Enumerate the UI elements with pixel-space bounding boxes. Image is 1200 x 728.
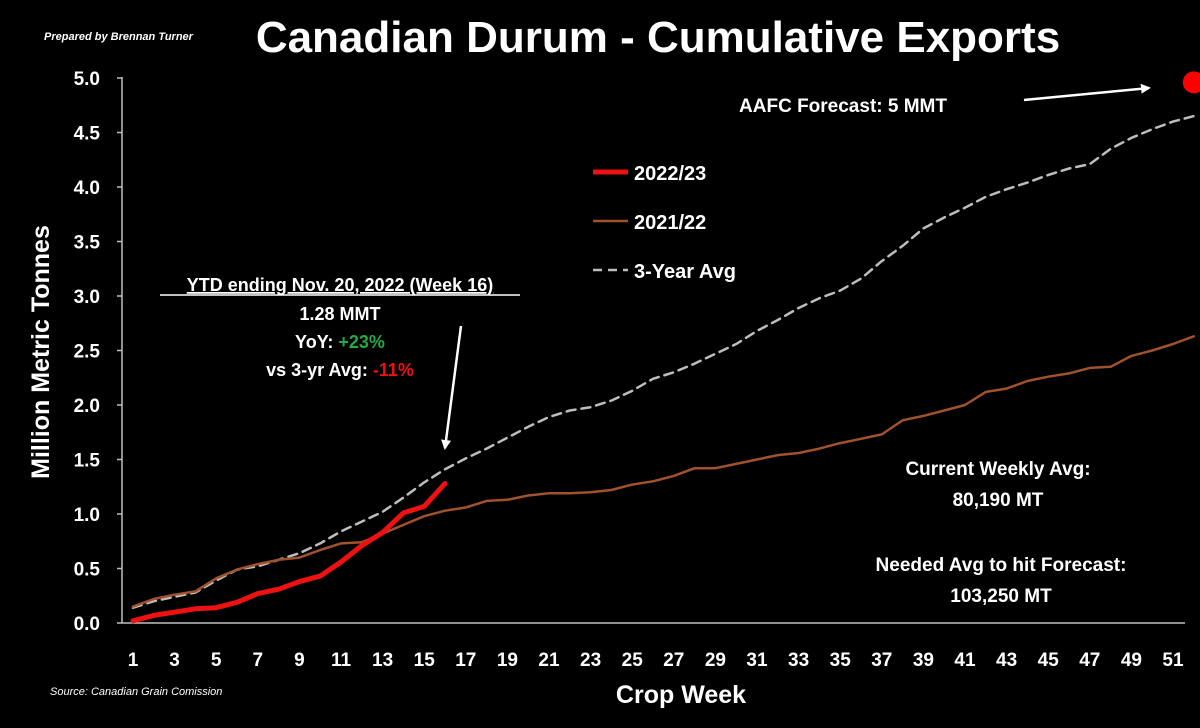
legend-label-2022-23: 2022/23 — [634, 163, 706, 185]
x-tick-label: 43 — [996, 650, 1017, 671]
x-tick-label: 23 — [580, 650, 601, 671]
x-tick-label: 5 — [211, 650, 222, 671]
prepared-by: Prepared by Brennan Turner — [44, 31, 194, 43]
current-weekly-label: Current Weekly Avg: — [905, 459, 1090, 480]
forecast-point — [1182, 71, 1200, 94]
x-tick-label: 21 — [538, 650, 560, 671]
y-tick-label: 3.0 — [74, 287, 100, 308]
x-tick-label: 15 — [414, 650, 436, 671]
x-tick-label: 17 — [455, 650, 476, 671]
current-weekly-value: 80,190 MT — [953, 490, 1044, 511]
legend-label-3yr-avg: 3-Year Avg — [634, 261, 736, 283]
x-tick-label: 39 — [913, 650, 934, 671]
y-tick-label: 0.5 — [74, 560, 101, 581]
legend-label-2021-22: 2021/22 — [634, 212, 706, 234]
y-tick-label: 4.0 — [74, 178, 100, 199]
x-tick-label: 41 — [954, 650, 976, 671]
x-tick-label: 49 — [1121, 650, 1142, 671]
y-tick-label: 1.0 — [74, 505, 100, 526]
series-layer — [130, 71, 1200, 624]
x-axis-title: Crop Week — [616, 681, 746, 709]
x-tick-labels: 1 3 5 7 9 11 13 15 17 19 21 23 25 27 29 31 33 35 37 39 41 43 4… — [128, 650, 1184, 671]
needed-avg-label: Needed Avg to hit Forecast: — [876, 555, 1127, 576]
y-tick-label: 2.5 — [74, 342, 101, 363]
legend: 2022/23 2021/22 3-Year Avg — [593, 163, 736, 283]
forecast-arrow — [1023, 83, 1151, 102]
series-line-2022-23 — [130, 481, 448, 624]
x-tick-label: 45 — [1038, 650, 1060, 671]
x-tick-label: 11 — [331, 650, 352, 671]
series-line-2021-22 — [131, 335, 1196, 608]
x-tick-label: 27 — [663, 650, 684, 671]
ytd-value: 1.28 MMT — [299, 304, 380, 324]
series-line-3-year-avg — [131, 114, 1196, 609]
y-tick-label: 0.0 — [74, 614, 100, 635]
y-tick-label: 3.5 — [74, 233, 101, 254]
y-tick-labels: 0.0 0.5 1.0 1.5 2.0 2.5 3.0 3.5 4.0 4.5 5.0 — [74, 69, 122, 635]
x-tick-label: 3 — [169, 650, 180, 671]
x-tick-label: 9 — [294, 650, 305, 671]
ytd-arrow — [441, 325, 463, 450]
x-tick-label: 13 — [372, 650, 393, 671]
x-tick-label: 19 — [497, 650, 518, 671]
y-axis-title: Million Metric Tonnes — [27, 225, 55, 479]
x-tick-label: 1 — [128, 650, 139, 671]
ytd-yoy: YoY: +23% — [295, 332, 385, 352]
y-tick-label: 2.0 — [74, 396, 100, 417]
x-tick-label: 7 — [253, 650, 264, 671]
source-note: Source: Canadian Grain Comission — [50, 686, 222, 698]
x-tick-label: 37 — [871, 650, 892, 671]
y-tick-label: 4.5 — [74, 124, 101, 145]
ytd-heading: YTD ending Nov. 20, 2022 (Week 16) — [187, 275, 493, 295]
x-tick-label: 35 — [830, 650, 852, 671]
ytd-yoy-value: +23% — [338, 332, 385, 352]
ytd-vs-avg: vs 3-yr Avg: -11% — [266, 360, 414, 380]
forecast-annotation: AAFC Forecast: 5 MMT — [739, 83, 1151, 117]
x-tick-label: 31 — [746, 650, 768, 671]
x-tick-label: 33 — [788, 650, 809, 671]
y-tick-label: 1.5 — [74, 451, 101, 472]
ytd-annotation: YTD ending Nov. 20, 2022 (Week 16) 1.28 … — [160, 275, 520, 450]
weekly-avg-annotation: Current Weekly Avg: 80,190 MT Needed Avg… — [876, 459, 1127, 607]
ytd-vs-avg-value: -11% — [373, 360, 414, 380]
x-tick-label: 25 — [622, 650, 644, 671]
needed-avg-value: 103,250 MT — [950, 586, 1052, 607]
y-tick-label: 5.0 — [74, 69, 100, 90]
chart-title: Canadian Durum - Cumulative Exports — [256, 13, 1060, 62]
forecast-label: AAFC Forecast: 5 MMT — [739, 96, 947, 117]
x-tick-label: 47 — [1079, 650, 1100, 671]
x-tick-label: 51 — [1162, 650, 1184, 671]
x-tick-label: 29 — [705, 650, 726, 671]
